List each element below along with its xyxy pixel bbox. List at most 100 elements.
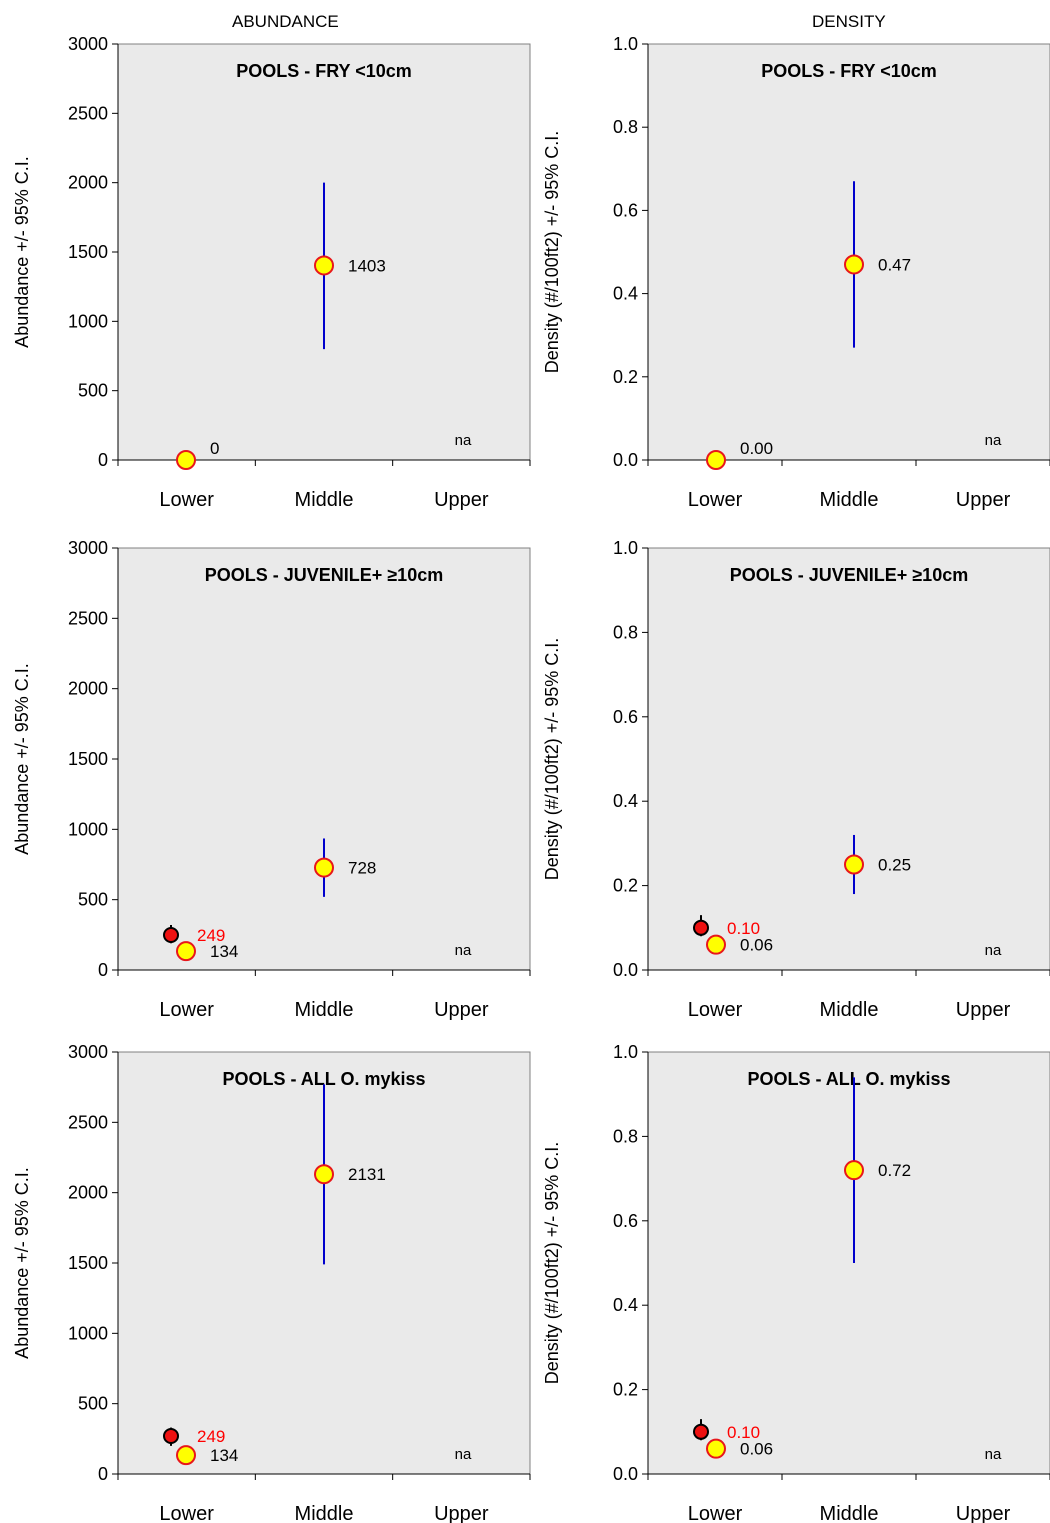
y-tick-label: 0.6 [613,1211,638,1231]
y-tick-label: 1.0 [613,538,638,558]
data-point [706,1438,726,1459]
plot-area [647,547,1050,971]
x-tick-label: Middle [820,999,879,1021]
y-tick-label: 2500 [68,1112,108,1132]
data-label: 0.47 [878,255,911,274]
column-header-abundance: ABUNDANCE [232,12,339,31]
y-tick-label: 0.4 [613,791,638,811]
y-tick-label: 1500 [68,749,108,769]
data-label: 0.25 [878,856,911,875]
annotation-na: na [455,942,472,959]
y-axis-title: Abundance +/- 95% C.I. [12,156,32,348]
chart-panel-6: 0.0 0.2 0.4 0.6 0.8 1.0 Lower Middle Upper Densit… [542,1042,1050,1523]
x-tick-label: Upper [956,999,1011,1021]
chart-panel-5: 0 500 1000 1500 2000 2500 3000 Lower Middle Upper… [12,1042,531,1523]
y-tick-label: 0.2 [613,1380,638,1400]
data-label: 728 [348,859,376,878]
y-tick-label: 0.0 [613,450,638,470]
y-tick-label: 1000 [68,819,108,839]
data-point-alt [163,1428,179,1445]
plot-area [647,1051,1050,1475]
x-tick-label: Middle [295,489,354,511]
y-tick-label: 3000 [68,1042,108,1062]
data-label: 0.72 [878,1161,911,1180]
data-label: 0.00 [740,439,773,458]
data-label-alt: 0.10 [727,1423,760,1442]
data-label: 0.06 [740,936,773,955]
x-tick-label: Upper [434,489,489,511]
y-tick-label: 0.4 [613,1295,638,1315]
x-tick-label: Upper [434,999,489,1021]
data-point [706,450,726,470]
data-label: 0.06 [740,1440,773,1459]
data-label: 1403 [348,256,386,275]
y-tick-label: 0 [98,450,108,470]
x-tick-label: Middle [295,999,354,1021]
annotation-na: na [455,432,472,449]
y-tick-label: 2500 [68,608,108,628]
data-point [314,1164,334,1185]
y-tick-label: 0.8 [613,622,638,642]
y-axis-title: Density (#/100ft2) +/- 95% C.I. [542,131,562,374]
y-tick-label: 0.4 [613,284,638,304]
y-tick-label: 500 [78,890,108,910]
plot-area [647,43,1050,461]
chart-title: POOLS - ALL O. mykiss [222,1069,425,1089]
annotation-na: na [985,942,1002,959]
column-header-density: DENSITY [812,12,886,31]
data-label: 2131 [348,1165,386,1184]
y-tick-label: 2500 [68,103,108,123]
chart-panel-4: 0.0 0.2 0.4 0.6 0.8 1.0 Lower Middle Upper Densit… [542,538,1050,1021]
chart-title: POOLS - FRY <10cm [236,61,412,81]
x-tick-label: Middle [820,489,879,511]
data-point-alt [693,1423,709,1440]
data-point [314,255,334,276]
x-tick-label: Lower [688,999,743,1021]
y-tick-label: 0.2 [613,367,638,387]
x-tick-label: Middle [820,1503,879,1523]
chart-title: POOLS - JUVENILE+ ≥10cm [730,565,968,585]
data-point [176,941,196,962]
data-point [844,1160,864,1181]
y-tick-label: 0.8 [613,1126,638,1146]
y-tick-label: 3000 [68,538,108,558]
y-tick-label: 2000 [68,679,108,699]
y-tick-label: 2000 [68,173,108,193]
y-axis-title: Density (#/100ft2) +/- 95% C.I. [542,638,562,881]
data-point [176,1445,196,1466]
chart-panel-2: 0.0 0.2 0.4 0.6 0.8 1.0 Lower Middle Upper Densit… [542,34,1050,511]
data-point [844,254,864,275]
data-point [844,854,864,875]
annotation-na: na [455,1446,472,1463]
data-label: 134 [210,1446,238,1465]
data-point-alt [693,919,709,936]
y-tick-label: 1500 [68,1253,108,1273]
y-tick-label: 0.0 [613,960,638,980]
data-label-alt: 0.10 [727,919,760,938]
y-tick-label: 1.0 [613,1042,638,1062]
y-axis-title: Abundance +/- 95% C.I. [12,1167,32,1359]
x-tick-label: Middle [295,1503,354,1523]
y-axis-title: Density (#/100ft2) +/- 95% C.I. [542,1142,562,1385]
data-point-alt [163,926,179,943]
y-tick-label: 0.6 [613,707,638,727]
plot-area [117,547,531,971]
x-tick-label: Upper [434,1503,489,1523]
y-tick-label: 0 [98,1464,108,1484]
chart-panel-1: 0 500 1000 1500 2000 2500 3000 Lower Middle Upper… [12,34,531,511]
chart-title: POOLS - ALL O. mykiss [747,1069,950,1089]
x-tick-label: Lower [159,999,214,1021]
y-tick-label: 1.0 [613,34,638,54]
annotation-na: na [985,1446,1002,1463]
data-label-alt: 249 [197,1427,225,1446]
chart-title: POOLS - JUVENILE+ ≥10cm [205,565,443,585]
x-tick-label: Lower [159,1503,214,1523]
x-tick-label: Lower [688,1503,743,1523]
annotation-na: na [985,432,1002,449]
x-tick-label: Upper [956,489,1011,511]
data-label-alt: 249 [197,926,225,945]
chart-panel-3: 0 500 1000 1500 2000 2500 3000 Lower Middle Upper… [12,538,531,1021]
x-tick-label: Lower [159,489,214,511]
y-tick-label: 0.8 [613,117,638,137]
